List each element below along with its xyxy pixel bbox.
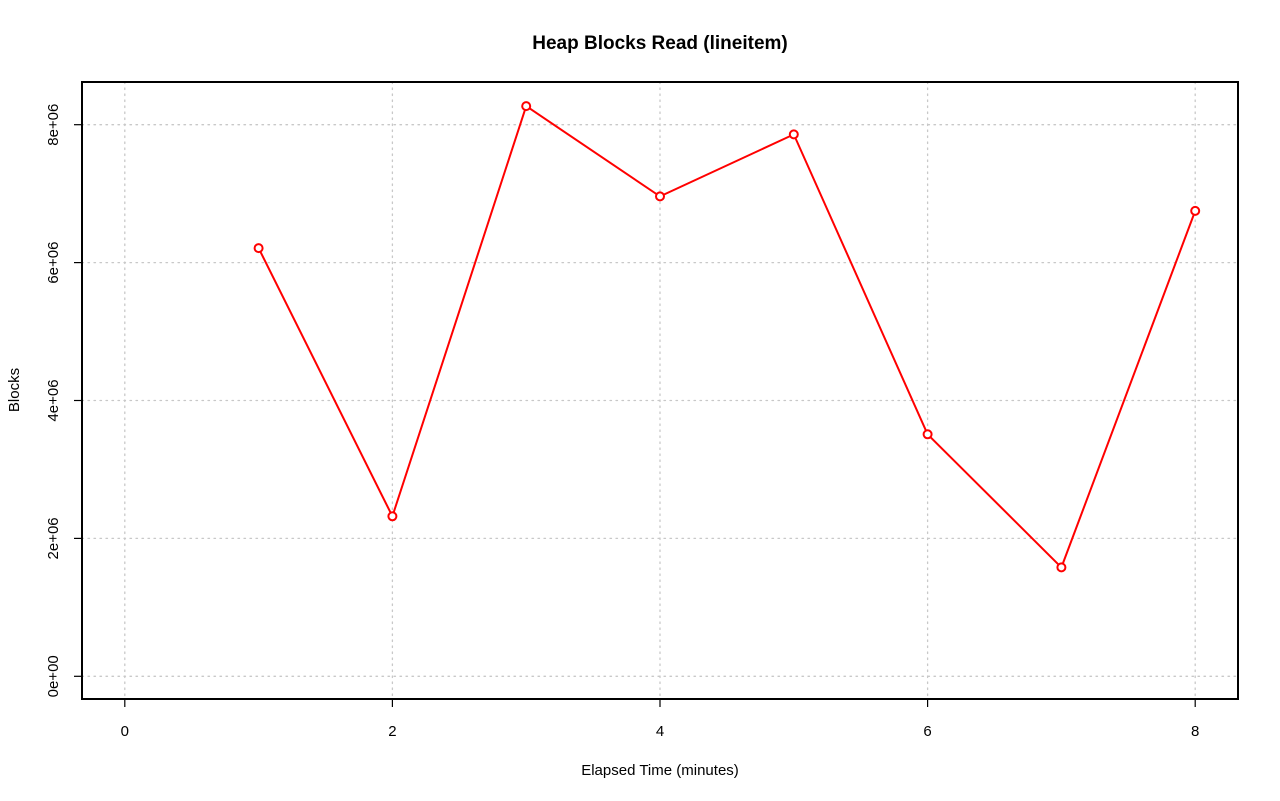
x-axis: 0 2 4 6 8 [121, 699, 1199, 740]
y-tick-label: 4e+06 [45, 379, 62, 421]
data-point [253, 243, 264, 254]
x-tick-label: 0 [121, 723, 129, 740]
x-tick-label: 2 [388, 723, 396, 740]
chart-title: Heap Blocks Read (lineitem) [532, 33, 788, 54]
grid-lines [81, 81, 1239, 700]
x-tick-label: 8 [1191, 723, 1199, 740]
plot-frame [81, 81, 1239, 700]
x-tick-label: 4 [656, 723, 664, 740]
data-point [387, 511, 398, 522]
data-point [521, 101, 532, 112]
y-tick-label: 6e+06 [45, 242, 62, 284]
x-axis-title: Elapsed Time (minutes) [581, 762, 739, 779]
y-axis-title: Blocks [6, 368, 23, 412]
data-point [788, 129, 799, 140]
y-axis: 0e+00 2e+06 4e+06 6e+06 8e+06 [45, 104, 82, 697]
y-tick-label: 0e+00 [45, 655, 62, 697]
data-point [922, 429, 933, 440]
series-layer [253, 101, 1201, 573]
y-tick-label: 2e+06 [45, 517, 62, 559]
y-tick-label: 8e+06 [45, 104, 62, 146]
x-tick-label: 6 [923, 723, 931, 740]
series-line [257, 104, 1197, 570]
data-point [1056, 562, 1067, 573]
data-point [655, 191, 665, 202]
data-point [1190, 205, 1201, 216]
